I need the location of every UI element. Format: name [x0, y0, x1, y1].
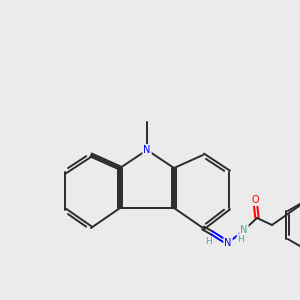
Text: H: H: [238, 235, 244, 244]
Text: N: N: [224, 238, 232, 248]
Text: O: O: [251, 195, 259, 205]
Text: N: N: [240, 225, 248, 235]
Text: N: N: [143, 145, 151, 155]
Text: H: H: [206, 238, 212, 247]
